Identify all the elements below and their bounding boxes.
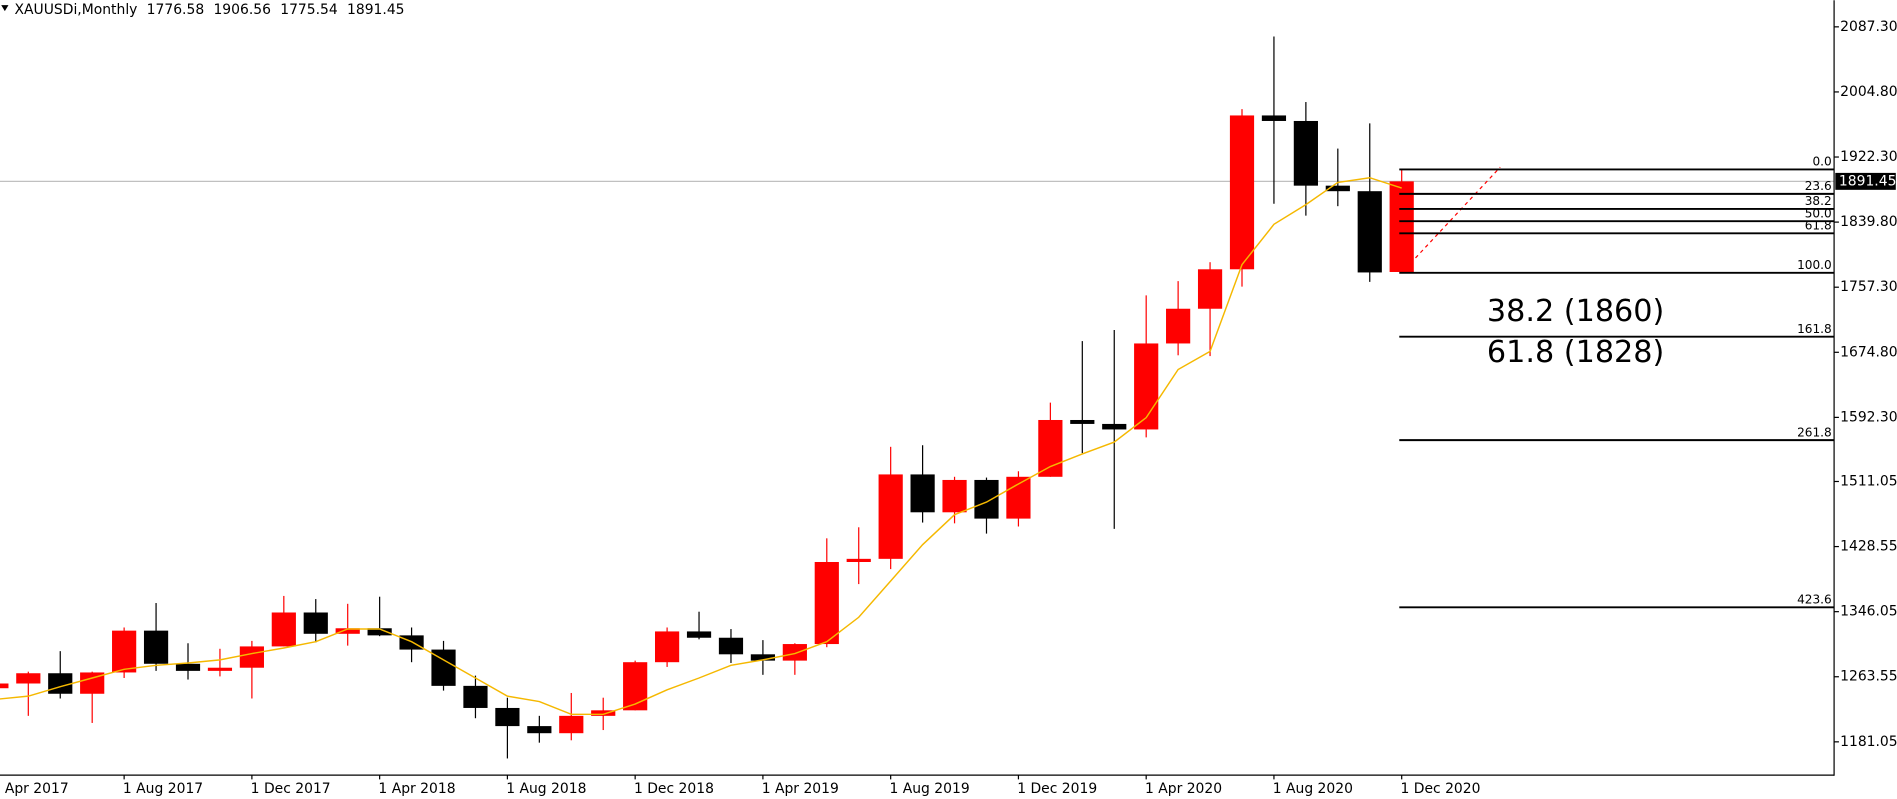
fib-label: 38.2 <box>1805 194 1832 208</box>
x-tick-label: 1 Apr 2018 <box>378 781 455 797</box>
x-tick-label: 1 Dec 2017 <box>251 781 331 797</box>
header-open: 1776.58 <box>147 2 205 18</box>
candle-body <box>1197 269 1223 309</box>
candle-body <box>846 558 871 562</box>
candle-body <box>367 628 392 636</box>
candle-body <box>591 710 616 716</box>
fib-label: 61.8 <box>1805 219 1832 233</box>
y-tick-label: 1592.30 <box>1840 409 1897 425</box>
candle-body <box>335 628 360 634</box>
candle-body <box>207 667 233 671</box>
candle-body <box>48 673 73 694</box>
x-tick-label: 1 Aug 2018 <box>506 781 586 797</box>
fib-label: 0.0 <box>1812 155 1831 169</box>
candle-body <box>239 646 264 668</box>
candle-body <box>654 631 680 663</box>
header-low: 1775.54 <box>280 2 338 18</box>
candle-body <box>686 631 712 638</box>
candle-body <box>1102 423 1127 430</box>
x-tick-label: Apr 2017 <box>5 781 69 797</box>
y-tick-label: 1181.05 <box>1840 734 1897 750</box>
candle-body <box>1261 115 1287 121</box>
fib-label: 23.6 <box>1805 179 1832 193</box>
fib-label: 423.6 <box>1797 593 1832 607</box>
candle-body <box>1357 191 1382 273</box>
candle-body <box>1070 419 1095 424</box>
symbol: XAUUSDi,Monthly <box>15 2 138 18</box>
last-price-box <box>1835 172 1896 190</box>
candle-body <box>1325 185 1350 192</box>
candle-body <box>143 630 169 664</box>
candle-body <box>750 654 776 661</box>
candle-body <box>942 479 967 513</box>
candle-body <box>1389 181 1414 272</box>
y-tick-label: 1263.55 <box>1840 669 1897 685</box>
header-close: 1891.45 <box>347 2 405 18</box>
x-tick-label: 1 Dec 2020 <box>1400 781 1480 797</box>
candle-body <box>1134 343 1159 430</box>
candle-body <box>814 561 839 645</box>
candle-body <box>623 662 648 711</box>
header-high: 1906.56 <box>213 2 271 18</box>
fib-label: 261.8 <box>1797 425 1832 439</box>
annotation: 61.8 (1828) <box>1487 335 1664 370</box>
y-tick-label: 1428.55 <box>1840 539 1897 555</box>
candle-body <box>559 715 584 734</box>
y-tick-label: 1922.30 <box>1840 149 1897 165</box>
menu-triangle[interactable] <box>1 5 9 12</box>
candle-body <box>80 672 105 694</box>
candle-body <box>527 726 552 734</box>
y-tick-label: 1511.05 <box>1840 473 1897 489</box>
candle-body <box>0 683 9 689</box>
y-tick-label: 1346.05 <box>1840 604 1897 620</box>
x-tick-label: 1 Aug 2019 <box>889 781 969 797</box>
y-tick-label: 1674.80 <box>1840 344 1897 360</box>
y-tick-label: 2004.80 <box>1840 84 1897 100</box>
candle-body <box>303 612 328 634</box>
candle-body <box>495 707 520 727</box>
candle-body <box>1038 419 1063 477</box>
last-price-label: 1891.45 <box>1839 173 1897 189</box>
candle-body <box>910 474 935 513</box>
moving-average <box>0 176 1402 716</box>
x-tick-label: 1 Apr 2020 <box>1145 781 1222 797</box>
y-tick-label: 1757.30 <box>1840 279 1897 295</box>
x-tick-label: 1 Aug 2020 <box>1273 781 1353 797</box>
candle-body <box>718 637 744 655</box>
candle-body <box>112 630 137 673</box>
x-tick-label: 1 Dec 2018 <box>634 781 714 797</box>
candle-body <box>782 644 807 661</box>
candle-body <box>463 685 488 708</box>
fib-label: 161.8 <box>1797 322 1832 336</box>
candle-body <box>1166 308 1191 344</box>
candle-body <box>1006 476 1031 519</box>
x-tick-label: 1 Dec 2019 <box>1017 781 1097 797</box>
candle-body <box>878 474 903 559</box>
candle-body <box>1293 120 1318 186</box>
y-tick-label: 2087.30 <box>1840 19 1897 35</box>
fib-trendline <box>1415 166 1501 259</box>
y-tick-label: 1839.80 <box>1840 214 1897 230</box>
candle-body <box>175 663 201 671</box>
annotation: 38.2 (1860) <box>1487 294 1664 329</box>
fib-label: 50.0 <box>1805 206 1832 220</box>
x-tick-label: 1 Aug 2017 <box>123 781 203 797</box>
candle-body <box>974 479 999 519</box>
x-tick-label: 1 Apr 2019 <box>762 781 839 797</box>
candle-body <box>1229 115 1255 270</box>
fib-label: 100.0 <box>1797 258 1832 272</box>
candle-body <box>16 673 41 684</box>
candle-body <box>271 612 296 647</box>
chart-header: XAUUSDi,Monthly 1776.58 1906.56 1775.54 … <box>15 2 405 18</box>
